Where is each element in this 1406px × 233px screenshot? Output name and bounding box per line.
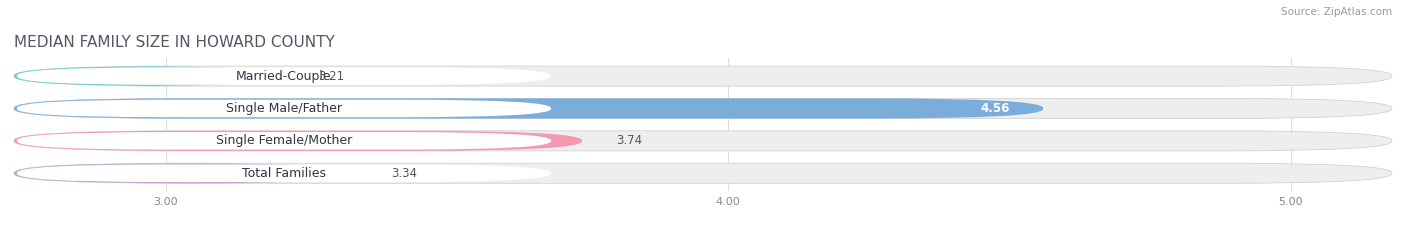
FancyBboxPatch shape	[14, 131, 1392, 151]
Text: 4.56: 4.56	[980, 102, 1010, 115]
Text: Single Male/Father: Single Male/Father	[226, 102, 342, 115]
Text: 3.34: 3.34	[391, 167, 416, 180]
FancyBboxPatch shape	[14, 66, 1392, 86]
Text: 3.21: 3.21	[318, 70, 344, 82]
FancyBboxPatch shape	[17, 67, 551, 85]
Text: MEDIAN FAMILY SIZE IN HOWARD COUNTY: MEDIAN FAMILY SIZE IN HOWARD COUNTY	[14, 35, 335, 50]
FancyBboxPatch shape	[17, 100, 551, 117]
Text: Source: ZipAtlas.com: Source: ZipAtlas.com	[1281, 7, 1392, 17]
FancyBboxPatch shape	[14, 163, 1392, 183]
FancyBboxPatch shape	[14, 66, 284, 86]
Text: Married-Couple: Married-Couple	[236, 70, 332, 82]
FancyBboxPatch shape	[14, 163, 357, 183]
FancyBboxPatch shape	[17, 132, 551, 150]
Text: Total Families: Total Families	[242, 167, 326, 180]
Text: Single Female/Mother: Single Female/Mother	[217, 134, 352, 147]
FancyBboxPatch shape	[17, 164, 551, 182]
Text: 3.74: 3.74	[616, 134, 643, 147]
FancyBboxPatch shape	[14, 98, 1043, 119]
FancyBboxPatch shape	[14, 131, 582, 151]
FancyBboxPatch shape	[14, 98, 1392, 119]
